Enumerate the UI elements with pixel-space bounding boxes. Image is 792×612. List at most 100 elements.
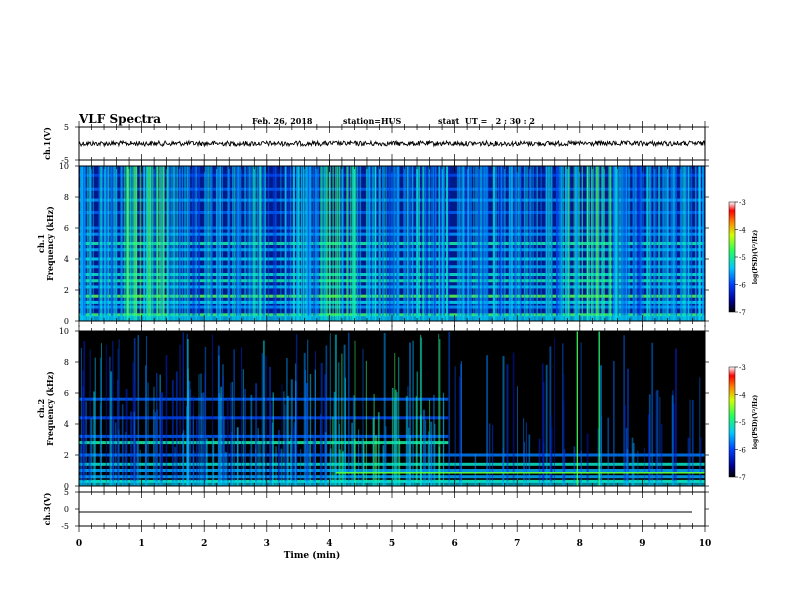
burst-streak — [168, 166, 171, 321]
burst-streak — [79, 166, 82, 321]
burst-streak — [188, 166, 191, 321]
burst-streak — [519, 166, 521, 321]
burst-streak — [130, 166, 133, 321]
burst-streak — [346, 166, 349, 321]
burst-streak — [515, 166, 518, 321]
burst-streak — [573, 166, 575, 321]
y-tick-label: 6 — [64, 224, 69, 233]
burst-streak — [608, 166, 610, 321]
burst-streak — [528, 434, 531, 486]
burst-streak — [173, 166, 176, 321]
burst-streak — [265, 356, 267, 486]
burst-streak — [236, 427, 239, 486]
burst-streak — [295, 334, 298, 486]
burst-streak — [465, 166, 468, 321]
burst-streak — [181, 166, 183, 321]
burst-streak — [420, 337, 423, 486]
burst-streak — [261, 353, 264, 486]
burst-streak — [609, 166, 612, 321]
burst-streak — [101, 166, 103, 321]
burst-streak — [341, 166, 344, 321]
burst-streak — [98, 166, 101, 321]
burst-streak — [525, 422, 527, 486]
colorbar-tick-label: -4 — [739, 392, 746, 400]
burst-streak — [147, 382, 149, 486]
ch3-ylabel: ch.3(V) — [42, 492, 52, 525]
burst-streak — [332, 166, 334, 321]
burst-streak — [248, 166, 251, 321]
burst-streak — [416, 166, 418, 321]
burst-streak — [86, 166, 89, 321]
burst-streak — [156, 372, 158, 486]
colorbar-tick-label: -5 — [739, 254, 746, 262]
burst-streak — [435, 166, 437, 321]
burst-streak — [483, 166, 486, 321]
burst-streak — [562, 166, 564, 321]
burst-streak — [438, 333, 440, 486]
burst-streak — [303, 166, 305, 321]
burst-streak — [549, 346, 552, 486]
burst-streak — [538, 438, 541, 486]
burst-streak — [597, 428, 599, 486]
burst-streak — [343, 344, 346, 486]
burst-streak — [503, 166, 505, 321]
burst-streak — [649, 166, 652, 321]
burst-streak — [651, 342, 654, 486]
burst-streak — [626, 368, 629, 486]
burst-streak — [252, 166, 255, 321]
burst-streak — [375, 435, 377, 486]
burst-streak — [315, 166, 317, 321]
burst-streak — [256, 166, 258, 321]
burst-streak — [186, 438, 188, 486]
burst-streak — [237, 166, 240, 321]
burst-streak — [205, 438, 208, 486]
y-tick-label: 0 — [64, 482, 69, 491]
burst-streak — [82, 166, 85, 321]
ch1-spectrogram-panel: ch.1 Frequency (kHz) — [36, 165, 706, 322]
burst-streak — [690, 166, 692, 321]
y-ticks: 5 0 -5 — [61, 488, 709, 531]
spectral-band — [335, 472, 705, 474]
burst-streak — [234, 166, 236, 321]
burst-streak — [187, 390, 189, 486]
burst-streak — [99, 357, 101, 486]
burst-streak — [390, 166, 393, 321]
burst-streak — [612, 166, 614, 321]
burst-streak — [244, 388, 246, 486]
burst-streak — [633, 166, 636, 321]
station-label: station=HUS — [343, 116, 402, 126]
burst-streak — [460, 361, 462, 486]
burst-streak — [310, 166, 312, 321]
burst-streak — [309, 166, 311, 321]
burst-streak — [315, 166, 318, 321]
burst-streak — [121, 404, 124, 486]
burst-streak — [613, 166, 616, 321]
burst-streak — [254, 166, 256, 321]
burst-streak — [512, 352, 515, 486]
burst-streak — [233, 349, 235, 486]
burst-streak — [684, 166, 686, 321]
burst-streak — [257, 166, 260, 321]
burst-streak — [159, 392, 162, 486]
burst-streak — [153, 166, 155, 321]
burst-streak — [228, 166, 230, 321]
burst-streak — [703, 166, 705, 321]
burst-streak — [424, 166, 427, 321]
burst-streak — [554, 338, 555, 486]
x-tick-label: 8 — [577, 539, 583, 549]
burst-streak — [480, 166, 482, 321]
y-tick-label: 4 — [64, 420, 69, 429]
burst-streak — [564, 166, 567, 321]
burst-streak — [506, 364, 509, 486]
burst-streak — [118, 339, 120, 486]
burst-streak — [655, 166, 657, 321]
burst-streak — [244, 166, 247, 321]
burst-streak — [306, 166, 309, 321]
burst-streak — [303, 353, 306, 486]
burst-streak — [691, 400, 694, 486]
burst-streak — [624, 405, 626, 486]
burst-streak — [344, 377, 346, 486]
burst-streak — [463, 166, 466, 321]
burst-streak — [663, 166, 665, 321]
